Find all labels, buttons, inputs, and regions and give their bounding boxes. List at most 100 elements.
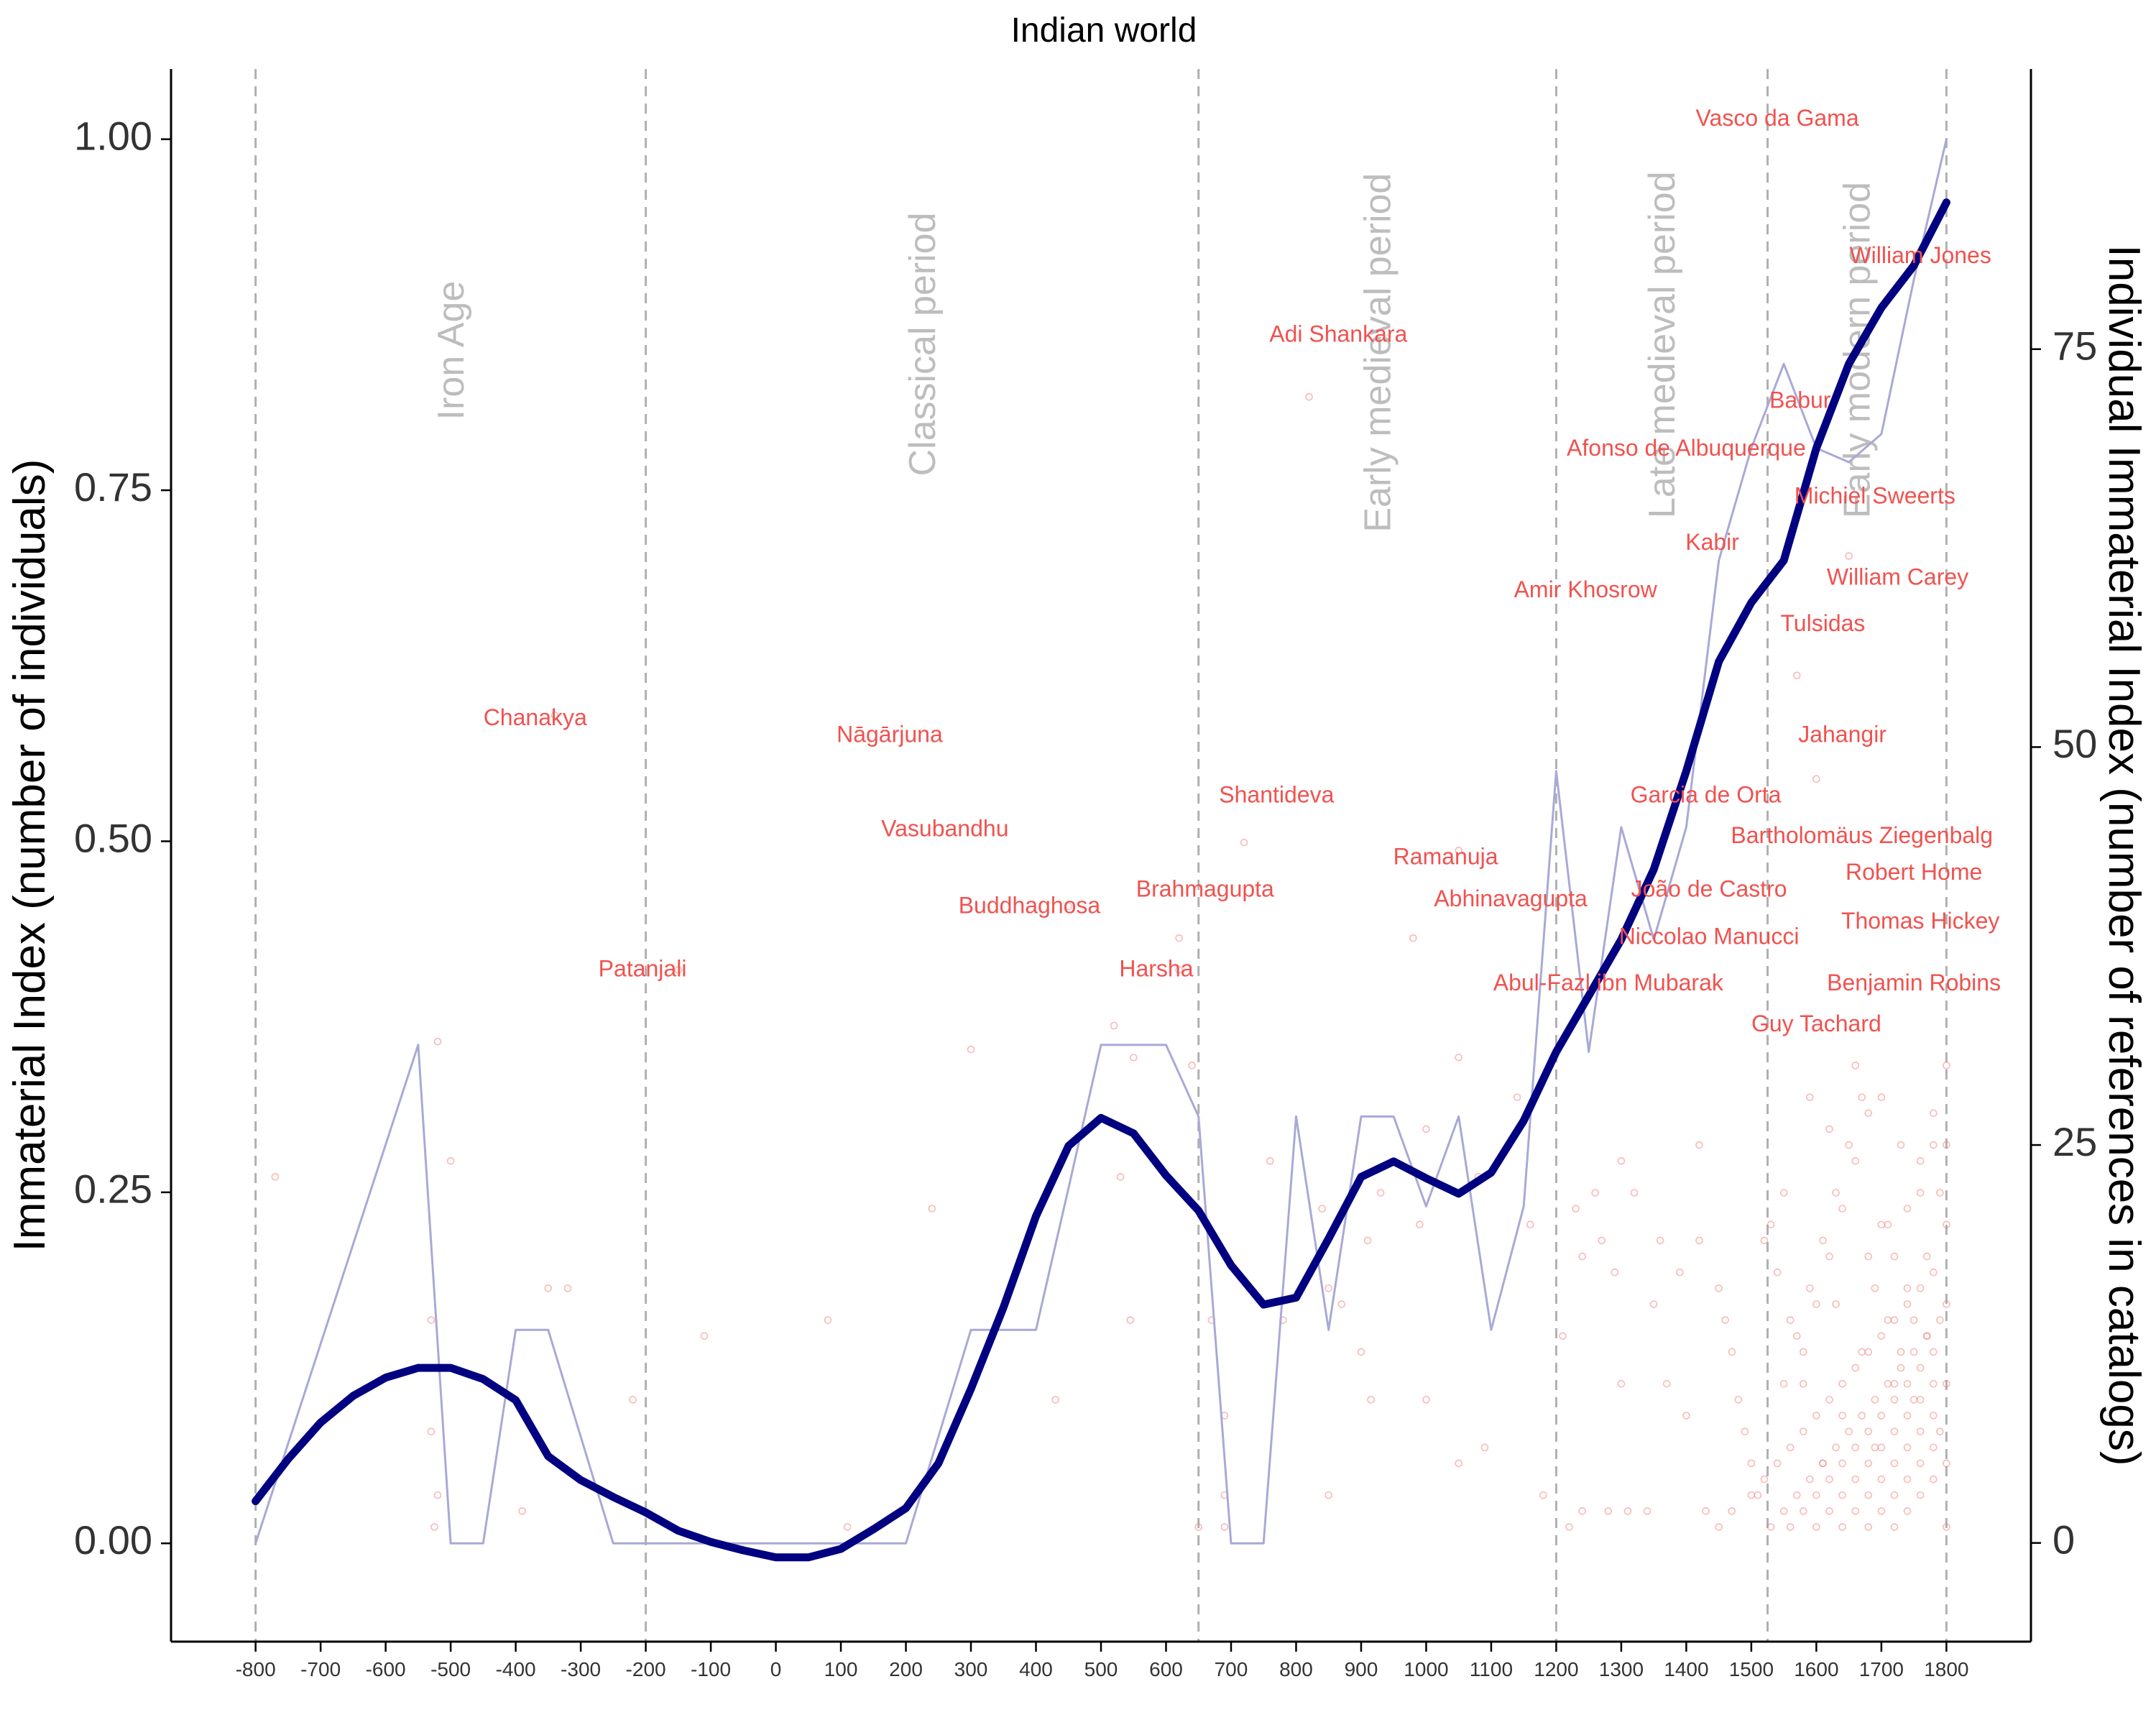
period-label: Late medieval period — [1641, 171, 1683, 518]
period-label: Early medieval period — [1358, 173, 1399, 533]
x-tick-label: 400 — [1019, 1658, 1053, 1680]
reference-point — [544, 1284, 553, 1292]
x-tick-label: -100 — [691, 1658, 731, 1680]
reference-point — [1779, 1379, 1788, 1388]
reference-point — [1916, 1491, 1925, 1499]
x-tick-label: 1400 — [1664, 1658, 1708, 1680]
x-tick-label: 1100 — [1470, 1658, 1513, 1680]
reference-point — [1864, 1252, 1873, 1261]
reference-point — [1715, 1284, 1723, 1292]
annotation-label: William Jones — [1849, 242, 1991, 268]
reference-point — [1611, 1268, 1619, 1276]
y-axis-label: Immaterial Index (number of individuals) — [5, 459, 55, 1252]
x-tick-label: -500 — [430, 1658, 471, 1680]
reference-point — [1838, 1379, 1846, 1388]
annotation-label: Guy Tachard — [1751, 1011, 1881, 1036]
reference-point — [1832, 1443, 1840, 1452]
reference-point — [674, 966, 683, 974]
reference-point — [1747, 1491, 1756, 1499]
y-tick-label: 0.75 — [74, 464, 152, 510]
reference-point — [1890, 1396, 1899, 1404]
reference-point — [1695, 1141, 1703, 1149]
x-tick-label: -800 — [236, 1658, 276, 1680]
reference-point — [1825, 1396, 1833, 1404]
reference-point — [1064, 902, 1073, 911]
annotation-label: Nāgārjuna — [837, 721, 943, 747]
x-tick-label: 500 — [1084, 1658, 1118, 1680]
reference-point — [1175, 934, 1183, 942]
reference-point — [1871, 1443, 1879, 1452]
reference-point — [1845, 1427, 1853, 1435]
reference-point — [1943, 1523, 1950, 1531]
reference-point — [1799, 1427, 1807, 1435]
reference-point — [1126, 1316, 1135, 1324]
reference-point — [1929, 1109, 1938, 1118]
reference-point — [433, 1037, 442, 1046]
reference-point — [1318, 1205, 1326, 1213]
reference-point — [1766, 1220, 1775, 1229]
reference-point — [1890, 1316, 1899, 1324]
x-tick-label: 1300 — [1599, 1658, 1644, 1680]
reference-point — [1909, 1396, 1918, 1404]
reference-point — [1799, 1348, 1807, 1356]
reference-point — [433, 1491, 442, 1499]
reference-point — [1884, 1316, 1892, 1324]
reference-point — [1799, 1507, 1807, 1515]
reference-point — [1649, 1300, 1658, 1308]
reference-point — [1943, 1459, 1950, 1468]
right-y-tick-label: 50 — [2053, 721, 2097, 766]
annotation-label: Thomas Hickey — [1841, 908, 2000, 934]
reference-point — [1903, 1205, 1912, 1213]
reference-point — [1766, 1523, 1775, 1531]
reference-point — [1559, 1332, 1567, 1340]
reference-point — [629, 1396, 637, 1404]
reference-point — [1812, 1300, 1820, 1308]
annotation-label: Bartholomäus Ziegenbalg — [1731, 822, 1993, 848]
reference-point — [1929, 1379, 1938, 1388]
reference-point — [430, 1523, 438, 1531]
reference-point — [1851, 1363, 1859, 1372]
reference-point — [1877, 1220, 1886, 1229]
annotation-label: João de Castro — [1631, 875, 1787, 901]
reference-point — [1903, 1443, 1912, 1452]
reference-point — [1890, 1491, 1899, 1499]
annotation-label: Chanakya — [484, 704, 587, 730]
reference-point — [1877, 1093, 1886, 1101]
reference-point — [1455, 1459, 1462, 1468]
reference-point — [1422, 1396, 1430, 1404]
reference-point — [1455, 847, 1462, 855]
reference-point — [700, 1332, 709, 1340]
annotation-label: Tulsidas — [1780, 610, 1865, 636]
reference-point — [1909, 1316, 1918, 1324]
tick-layer: -800 -700 -600 -500 -400 -300 -200 -100 0 100 200 3… — [74, 113, 2097, 1680]
x-tick-label: 300 — [954, 1658, 988, 1680]
x-tick-label: 100 — [824, 1658, 858, 1680]
reference-point — [1409, 934, 1417, 942]
reference-point — [1786, 1316, 1795, 1324]
reference-point — [1812, 1491, 1820, 1499]
annotation-label: Abhinavagupta — [1434, 886, 1588, 911]
reference-point — [1929, 1348, 1938, 1356]
x-tick-label: -300 — [561, 1658, 601, 1680]
annotation-label: Afonso de Albuquerque — [1567, 435, 1806, 461]
reference-point — [1884, 1379, 1892, 1388]
reference-point — [1357, 1348, 1365, 1356]
reference-point — [1864, 1459, 1873, 1468]
reference-point — [1572, 1205, 1580, 1213]
reference-point — [928, 1205, 936, 1213]
reference-point — [1773, 1459, 1782, 1468]
reference-point — [1864, 1109, 1873, 1118]
reference-point — [1936, 1427, 1944, 1435]
reference-point — [518, 1507, 526, 1515]
reference-point — [1779, 1189, 1788, 1197]
x-tick-label: -200 — [626, 1658, 666, 1680]
reference-point — [427, 1427, 436, 1435]
reference-point — [843, 1523, 852, 1531]
raw-index-line — [254, 138, 1948, 1545]
reference-point — [1916, 1396, 1925, 1404]
x-tick-label: 600 — [1149, 1658, 1183, 1680]
reference-point — [1897, 1348, 1905, 1356]
reference-point — [1812, 1412, 1820, 1420]
reference-point — [1922, 1252, 1931, 1261]
